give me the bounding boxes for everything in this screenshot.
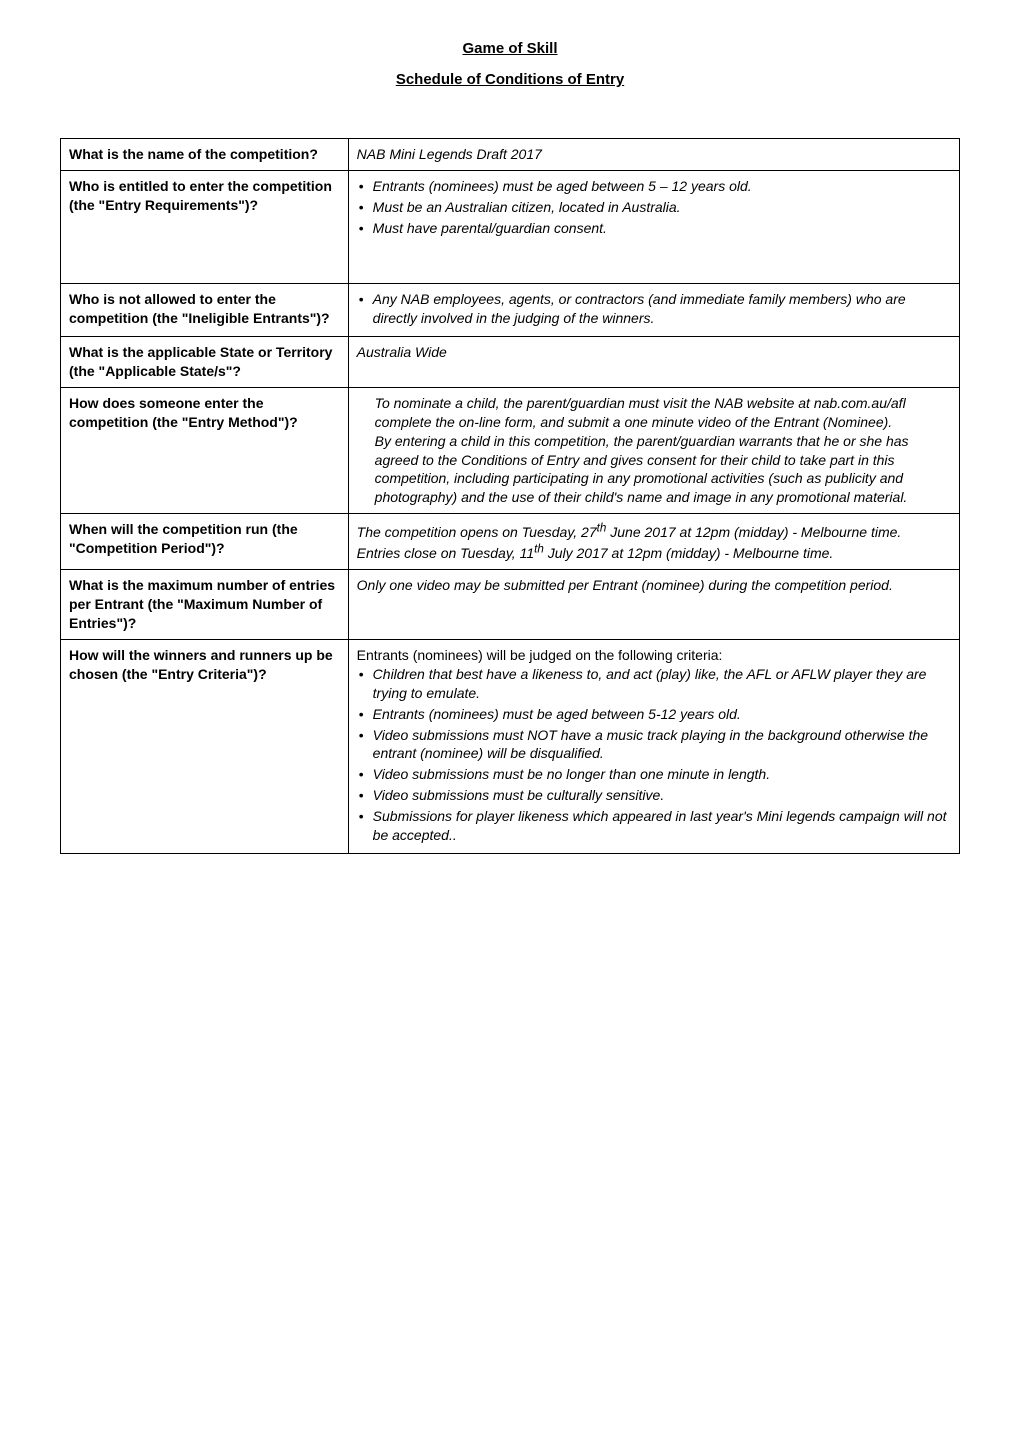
doc-title: Game of Skill	[60, 40, 960, 57]
row-content: Australia Wide	[348, 337, 959, 388]
row-label: How does someone enter the competition (…	[61, 387, 349, 513]
conditions-table: What is the name of the competition? NAB…	[60, 138, 960, 854]
list-item: Entrants (nominees) must be aged between…	[357, 705, 951, 724]
row-label: When will the competition run (the "Comp…	[61, 514, 349, 570]
table-row: What is the applicable State or Territor…	[61, 337, 960, 388]
row-label: What is the name of the competition?	[61, 139, 349, 171]
row-content: Entrants (nominees) will be judged on th…	[348, 640, 959, 854]
row-content: NAB Mini Legends Draft 2017	[348, 139, 959, 171]
row-label: What is the maximum number of entries pe…	[61, 570, 349, 640]
row-content: Only one video may be submitted per Entr…	[348, 570, 959, 640]
entry-method-text: To nominate a child, the parent/guardian…	[357, 394, 951, 507]
period-line: The competition opens on Tuesday, 27th J…	[357, 524, 902, 540]
row-content: The competition opens on Tuesday, 27th J…	[348, 514, 959, 570]
doc-subtitle: Schedule of Conditions of Entry	[60, 71, 960, 88]
list-item: Children that best have a likeness to, a…	[357, 665, 951, 703]
table-row: When will the competition run (the "Comp…	[61, 514, 960, 570]
table-row: Who is entitled to enter the competition…	[61, 170, 960, 283]
row-label: How will the winners and runners up be c…	[61, 640, 349, 854]
row-content: Any NAB employees, agents, or contractor…	[348, 284, 959, 337]
list-item: Video submissions must be no longer than…	[357, 765, 951, 784]
list-item: Must have parental/guardian consent.	[357, 219, 951, 238]
row-label: What is the applicable State or Territor…	[61, 337, 349, 388]
table-row: What is the name of the competition? NAB…	[61, 139, 960, 171]
list-item: Submissions for player likeness which ap…	[357, 807, 951, 845]
list-item: Video submissions must NOT have a music …	[357, 726, 951, 764]
list-item: Entrants (nominees) must be aged between…	[357, 177, 951, 196]
list-item: Video submissions must be culturally sen…	[357, 786, 951, 805]
list-item: Any NAB employees, agents, or contractor…	[357, 290, 951, 328]
paragraph: By entering a child in this competition,…	[375, 433, 909, 506]
table-row: How will the winners and runners up be c…	[61, 640, 960, 854]
row-content: To nominate a child, the parent/guardian…	[348, 387, 959, 513]
row-label: Who is not allowed to enter the competit…	[61, 284, 349, 337]
row-label: Who is entitled to enter the competition…	[61, 170, 349, 283]
bullet-list: Children that best have a likeness to, a…	[357, 665, 951, 845]
table-row: How does someone enter the competition (…	[61, 387, 960, 513]
bullet-list: Any NAB employees, agents, or contractor…	[357, 290, 951, 328]
period-line: Entries close on Tuesday, 11th July 2017…	[357, 545, 834, 561]
bullet-list: Entrants (nominees) must be aged between…	[357, 177, 951, 238]
list-item: Must be an Australian citizen, located i…	[357, 198, 951, 217]
table-body: What is the name of the competition? NAB…	[61, 139, 960, 854]
row-content: Entrants (nominees) must be aged between…	[348, 170, 959, 283]
winners-intro: Entrants (nominees) will be judged on th…	[357, 647, 723, 663]
table-row: What is the maximum number of entries pe…	[61, 570, 960, 640]
paragraph: To nominate a child, the parent/guardian…	[375, 395, 906, 430]
table-row: Who is not allowed to enter the competit…	[61, 284, 960, 337]
